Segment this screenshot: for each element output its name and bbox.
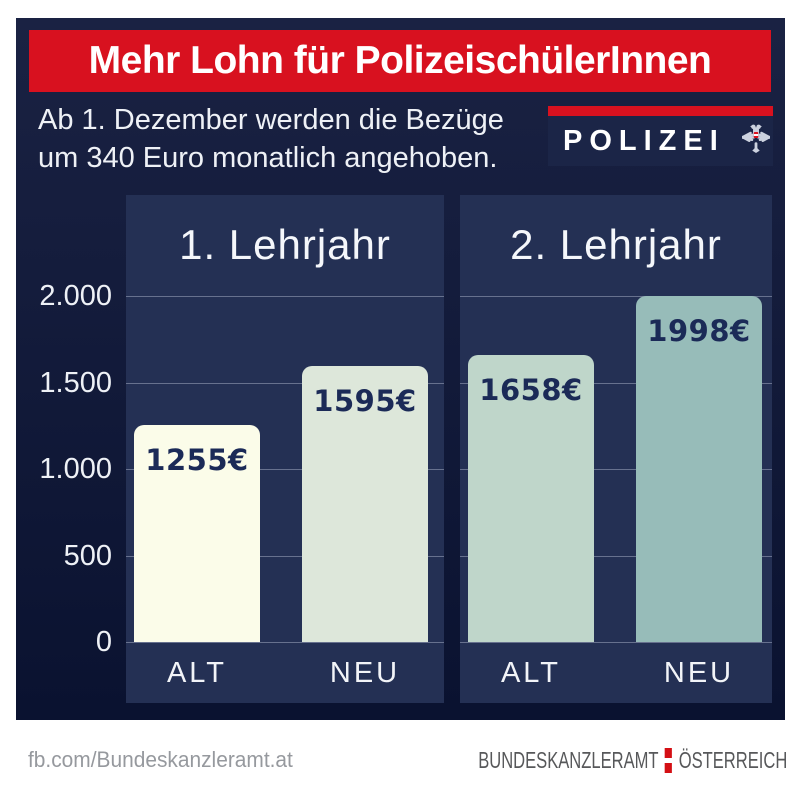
gridline <box>126 296 444 297</box>
bar: 1998€ <box>636 296 762 642</box>
chart-panel: 1. Lehrjahr 1255€ ALT 1595€ NEU <box>126 195 444 703</box>
y-axis-tick-label: 2.000 <box>39 280 112 312</box>
y-axis-tick-label: 500 <box>63 539 112 572</box>
gridline <box>126 555 444 557</box>
bar: 1658€ <box>468 355 594 642</box>
panel-title: 2. Lehrjahr <box>510 221 722 268</box>
subtitle-line-1: Ab 1. Dezember werden die Bezüge <box>38 104 504 136</box>
bar-value-label: 1998€ <box>647 314 751 348</box>
gridline <box>460 296 772 297</box>
brand-part-2: ÖSTERREICH <box>678 747 787 773</box>
gridline <box>126 382 444 384</box>
gridline <box>460 382 772 384</box>
polizei-logo: POLIZEI <box>548 106 773 166</box>
y-axis-tick-label: 1.500 <box>39 366 112 399</box>
bar-value-label: 1658€ <box>479 373 583 407</box>
y-axis-tick-label: 1.000 <box>39 453 112 485</box>
bundeskanzleramt-logo: BUNDESKANZLERAMT ÖSTERREICH <box>478 747 787 774</box>
bar-value-label: 1595€ <box>313 384 417 418</box>
polizei-box: POLIZEI <box>548 116 773 166</box>
austrian-eagle-icon <box>740 124 772 159</box>
bar-x-label: NEU <box>663 657 735 689</box>
bar-value-label: 1255€ <box>145 443 249 477</box>
gridline <box>126 642 444 643</box>
gridline <box>126 469 444 470</box>
facebook-url: fb.com/Bundeskanzleramt.at <box>28 747 293 772</box>
polizei-red-stripe <box>548 106 773 116</box>
polizei-label: POLIZEI <box>563 124 725 157</box>
bar-x-label: NEU <box>329 657 401 689</box>
title-banner: Mehr Lohn für PolizeischülerInnen <box>29 30 771 92</box>
subtitle-line-2: um 340 Euro monatlich angehoben. <box>38 142 498 174</box>
brand-divider-icon <box>664 748 672 773</box>
gridline <box>460 555 772 557</box>
panel-title: 1. Lehrjahr <box>179 221 391 268</box>
subtitle: Ab 1. Dezember werden die Bezüge um 340 … <box>38 101 548 177</box>
gridline <box>460 469 772 470</box>
bar: 1595€ <box>302 366 428 642</box>
bar: 1255€ <box>134 425 260 642</box>
chart-panel: 2. Lehrjahr 1658€ ALT 1998€ NEU <box>460 195 772 703</box>
bar-x-label: ALT <box>500 657 562 689</box>
y-axis-tick-label: 0 <box>95 626 112 658</box>
page-title: Mehr Lohn für PolizeischülerInnen <box>88 39 712 82</box>
brand-part-1: BUNDESKANZLERAMT <box>477 747 659 773</box>
gridline <box>460 642 772 643</box>
bar-x-label: ALT <box>166 657 228 689</box>
